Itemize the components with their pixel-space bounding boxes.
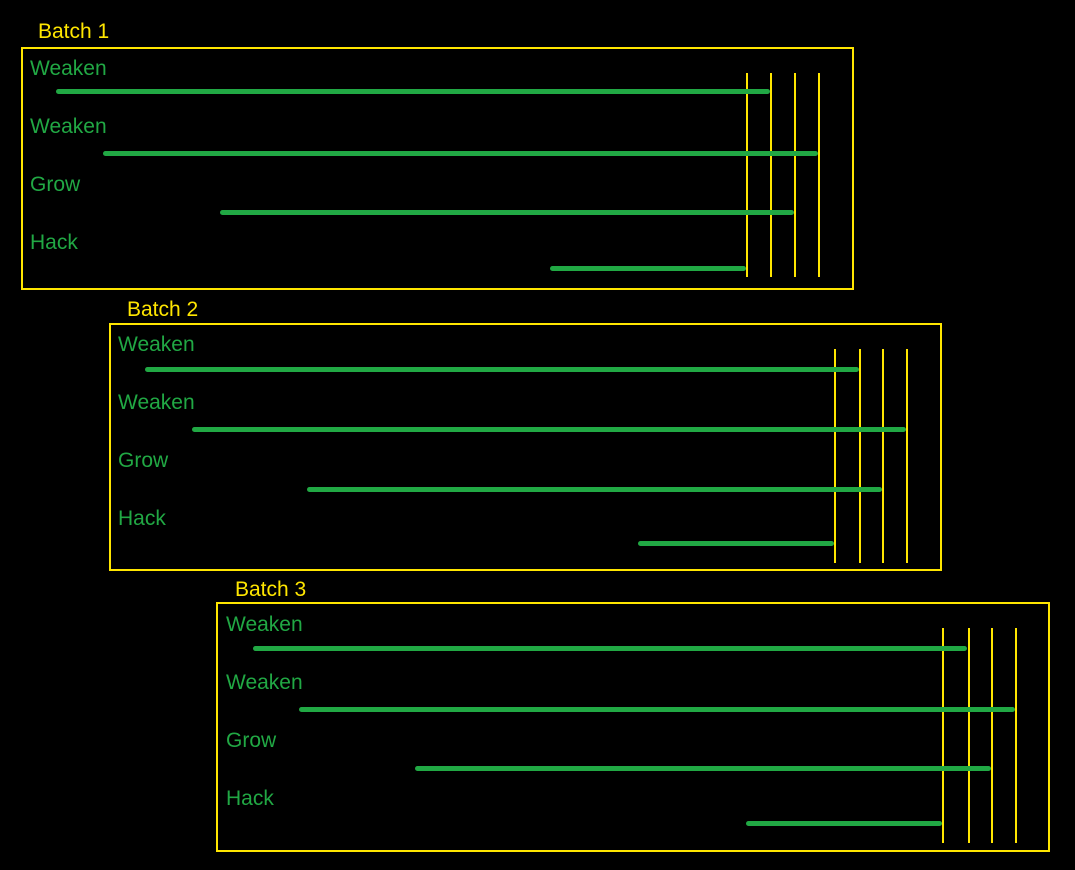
- batch-2-finish-line-3: [882, 349, 884, 563]
- batch-2-weaken-bar: [192, 427, 906, 432]
- batch-3-grow-bar: [415, 766, 991, 771]
- batch-3-task-label-weaken: Weaken: [226, 613, 303, 636]
- batch-1-finish-line-4: [818, 73, 820, 277]
- batch-1-hack-bar: [550, 266, 746, 271]
- batch-3-hack-bar: [746, 821, 942, 826]
- batch-1-task-label-weaken: Weaken: [30, 57, 107, 80]
- batch-2-grow-bar: [307, 487, 882, 492]
- batch-1-weaken-bar: [103, 151, 818, 156]
- batch-1-grow-bar: [220, 210, 794, 215]
- batch-2-box: [109, 323, 942, 571]
- batch-2-finish-line-1: [834, 349, 836, 563]
- batch-1-finish-line-1: [746, 73, 748, 277]
- batch-2-task-label-grow: Grow: [118, 449, 169, 472]
- batch-2-task-label-weaken: Weaken: [118, 333, 195, 356]
- batch-2-task-label-hack: Hack: [118, 507, 166, 530]
- batch-1-box: [21, 47, 854, 290]
- batch-3-box: [216, 602, 1050, 852]
- batch-3-finish-line-3: [991, 628, 993, 843]
- batch-3-weaken-bar: [253, 646, 967, 651]
- batch-2-title: Batch 2: [127, 298, 199, 321]
- batch-3-task-label-grow: Grow: [226, 729, 277, 752]
- batch-1-title: Batch 1: [38, 20, 110, 43]
- batch-2-hack-bar: [638, 541, 834, 546]
- batch-2-finish-line-4: [906, 349, 908, 563]
- batch-3-weaken-bar: [299, 707, 1015, 712]
- batch-2-finish-line-2: [859, 349, 861, 563]
- batch-1-task-label-hack: Hack: [30, 231, 78, 254]
- batch-3-task-label-weaken: Weaken: [226, 671, 303, 694]
- batch-2-task-label-weaken: Weaken: [118, 391, 195, 414]
- batch-1-finish-line-3: [794, 73, 796, 277]
- batch-2-weaken-bar: [145, 367, 859, 372]
- batch-3-finish-line-4: [1015, 628, 1017, 843]
- batch-3-title: Batch 3: [235, 578, 307, 601]
- batch-3-task-label-hack: Hack: [226, 787, 274, 810]
- batch-3-finish-line-1: [942, 628, 944, 843]
- batch-1-task-label-grow: Grow: [30, 173, 81, 196]
- batch-1-task-label-weaken: Weaken: [30, 115, 107, 138]
- batch-3-finish-line-2: [968, 628, 970, 843]
- batch-1-weaken-bar: [56, 89, 770, 94]
- batch-1-finish-line-2: [770, 73, 772, 277]
